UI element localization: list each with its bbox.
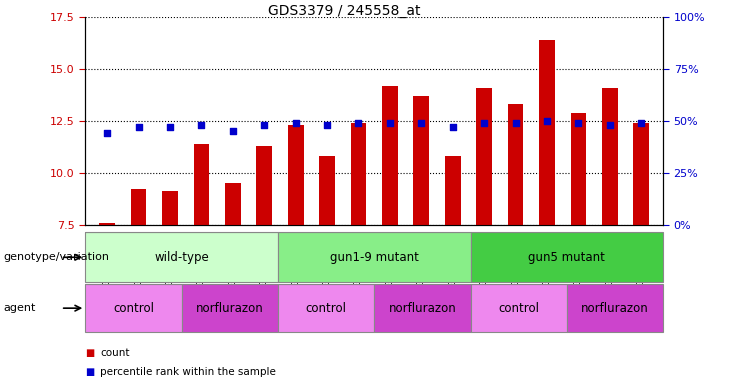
Bar — [567, 284, 663, 332]
Point — [164, 124, 176, 130]
Bar — [225, 183, 241, 225]
Bar — [319, 156, 335, 225]
Point — [510, 120, 522, 126]
Point — [447, 124, 459, 130]
Bar — [130, 189, 147, 225]
Bar — [508, 104, 523, 225]
Text: count: count — [100, 348, 130, 358]
Point — [259, 122, 270, 128]
Text: percentile rank within the sample: percentile rank within the sample — [100, 367, 276, 377]
Point — [353, 120, 365, 126]
Point — [573, 120, 585, 126]
Text: control: control — [498, 302, 539, 314]
Bar — [350, 123, 366, 225]
Point — [133, 124, 144, 130]
Point — [604, 122, 616, 128]
Text: gun5 mutant: gun5 mutant — [528, 251, 605, 264]
Bar — [445, 156, 461, 225]
Point — [416, 120, 428, 126]
Text: norflurazon: norflurazon — [388, 302, 456, 314]
Text: control: control — [305, 302, 347, 314]
Bar — [85, 284, 182, 332]
Point — [384, 120, 396, 126]
Bar — [539, 40, 555, 225]
Text: gun1-9 mutant: gun1-9 mutant — [330, 251, 419, 264]
Text: norflurazon: norflurazon — [581, 302, 649, 314]
Point — [541, 118, 553, 124]
Bar — [571, 113, 586, 225]
Point — [635, 120, 647, 126]
Bar — [193, 144, 209, 225]
Text: wild-type: wild-type — [154, 251, 209, 264]
Point — [227, 128, 239, 134]
Bar — [476, 88, 492, 225]
Point — [321, 122, 333, 128]
Bar — [374, 284, 471, 332]
Text: control: control — [113, 302, 154, 314]
Bar — [162, 192, 178, 225]
Bar — [471, 232, 663, 282]
Point — [102, 130, 113, 136]
Bar — [99, 223, 115, 225]
Bar — [278, 232, 471, 282]
Bar — [278, 284, 374, 332]
Bar — [85, 232, 278, 282]
Text: GDS3379 / 245558_at: GDS3379 / 245558_at — [268, 4, 421, 18]
Text: ■: ■ — [85, 348, 94, 358]
Text: agent: agent — [4, 303, 36, 313]
Bar — [471, 284, 567, 332]
Bar — [602, 88, 618, 225]
Bar — [182, 284, 278, 332]
Point — [196, 122, 207, 128]
Bar — [634, 123, 649, 225]
Bar — [413, 96, 429, 225]
Text: genotype/variation: genotype/variation — [4, 252, 110, 262]
Point — [290, 120, 302, 126]
Bar — [256, 146, 272, 225]
Point — [478, 120, 490, 126]
Bar — [382, 86, 398, 225]
Text: ■: ■ — [85, 367, 94, 377]
Text: norflurazon: norflurazon — [196, 302, 264, 314]
Bar — [288, 125, 304, 225]
